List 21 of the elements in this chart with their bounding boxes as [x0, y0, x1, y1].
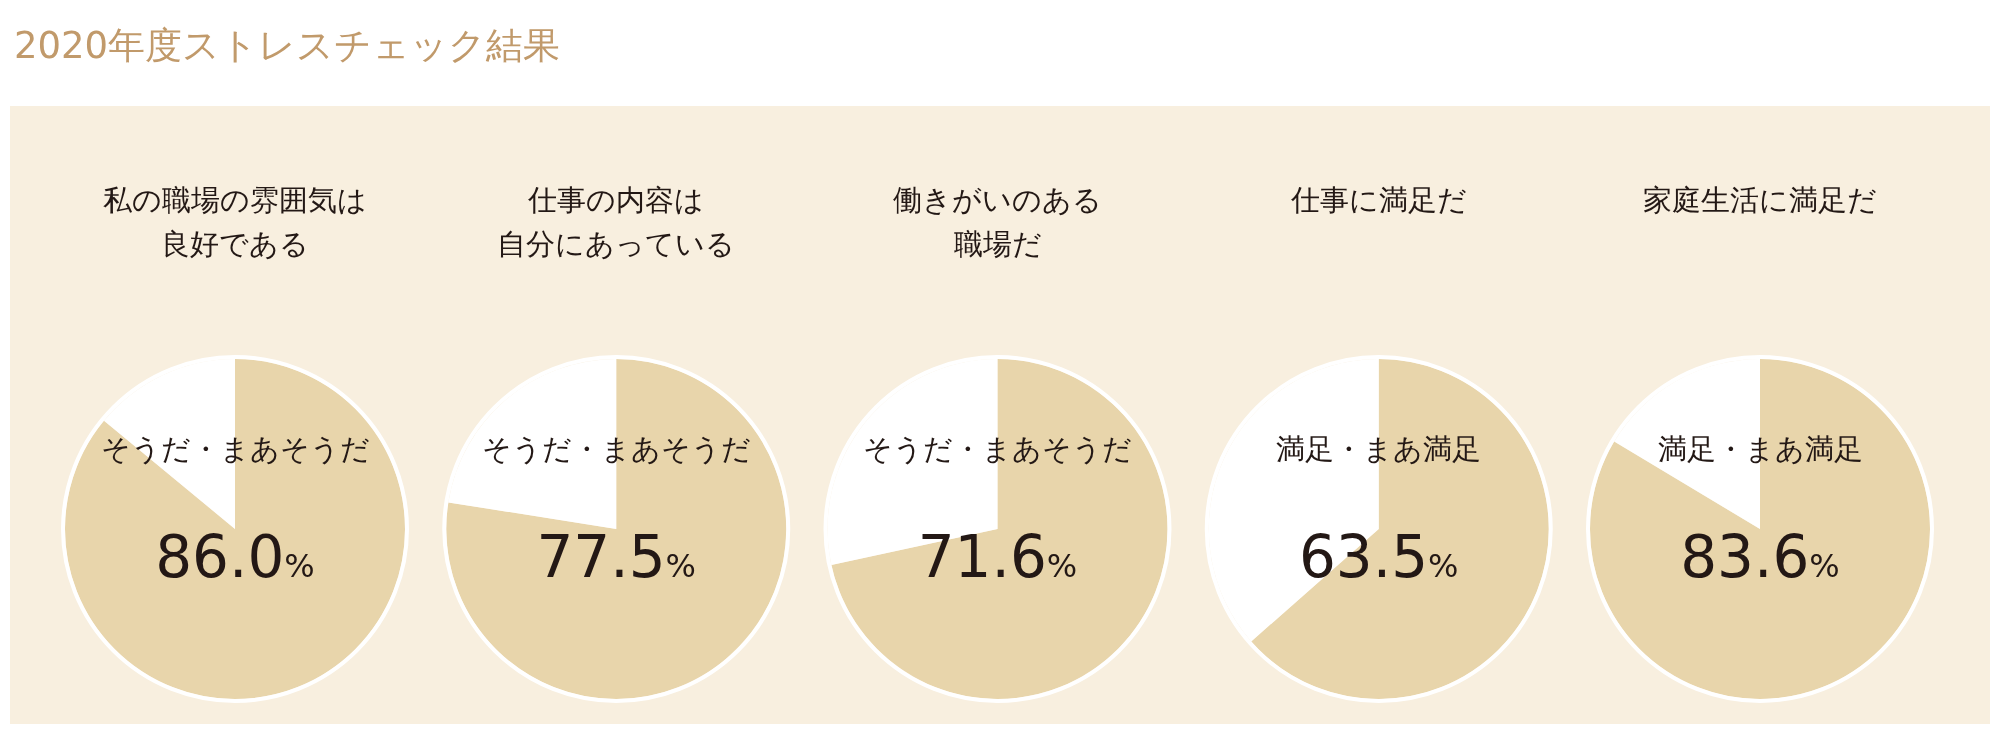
- pie-slice: [1590, 359, 1930, 699]
- chart-subtitle: 家庭生活に満足だ: [1643, 183, 1877, 217]
- pie-slice: [446, 359, 787, 699]
- slice-label: 満足・まあ満足: [1657, 432, 1863, 466]
- chart-subtitle: 仕事の内容は自分にあっている: [497, 183, 736, 261]
- data-label: 77.5%: [536, 523, 697, 591]
- slice-label: そうだ・まあそうだ: [100, 432, 370, 466]
- data-label: 83.6%: [1680, 523, 1840, 591]
- pie-slice: [65, 359, 405, 699]
- pie-slice: [831, 359, 1168, 699]
- chart-title: 2020年度ストレスチェック結果: [14, 24, 561, 67]
- chart-subtitle: 私の職場の雰囲気は良好である: [103, 183, 367, 261]
- chart-subtitle: 仕事に満足だ: [1289, 183, 1467, 217]
- data-label: 86.0%: [155, 523, 315, 591]
- slice-label: そうだ・まあそうだ: [481, 432, 751, 466]
- pie-slice: [1251, 359, 1549, 699]
- data-label: 63.5%: [1298, 523, 1459, 591]
- chart-subtitle: 働きがいのある職場だ: [893, 183, 1102, 261]
- data-label: 71.6%: [917, 523, 1078, 591]
- slice-label: 満足・まあ満足: [1276, 432, 1482, 466]
- slice-label: そうだ・まあそうだ: [863, 432, 1132, 466]
